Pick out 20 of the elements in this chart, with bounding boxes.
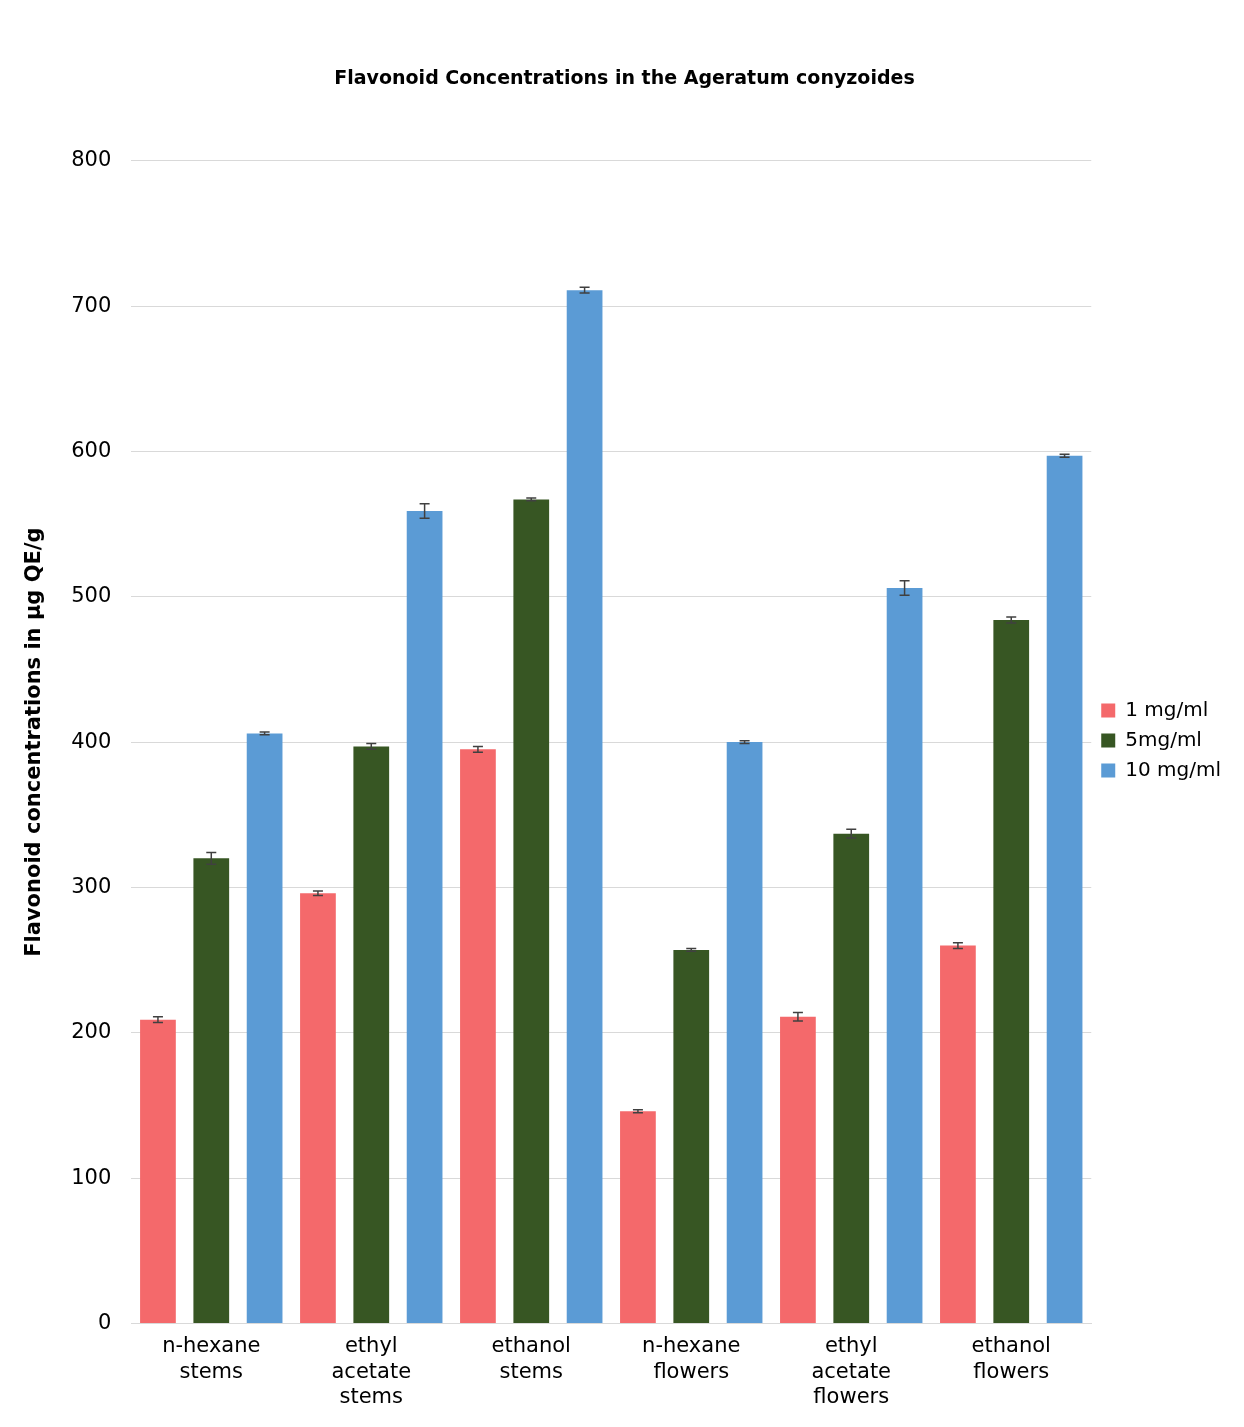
y-tick-label: 300 [71,873,112,898]
x-tick-label: ethyl acetate flowers [811,1333,892,1408]
chart-title: Flavonoid Concentrations in the Ageratum conyzoides [334,66,915,89]
x-tick-label: n-hexane flowers [642,1333,741,1383]
y-tick-label: 500 [71,583,112,608]
y-tick-label: 600 [71,437,112,462]
legend-label: 5mg/ml [1125,726,1202,751]
y-tick-label: 100 [71,1164,112,1189]
x-tick-label: n-hexane stems [162,1333,261,1383]
y-tick-label: 0 [97,1309,112,1334]
y-tick-label: 700 [71,292,112,317]
x-tick-label: ethyl acetate stems [331,1333,412,1408]
legend-label: 10 mg/ml [1125,756,1221,781]
y-axis-title: Flavonoid concentrations in µg QE/g [21,527,46,957]
y-tick-label: 400 [71,728,112,753]
legend-label: 1 mg/ml [1125,696,1209,721]
y-tick-label: 800 [71,147,112,172]
x-tick-label: ethanol flowers [971,1333,1051,1383]
y-tick-label: 200 [71,1019,112,1044]
x-tick-label: ethanol stems [491,1333,571,1383]
